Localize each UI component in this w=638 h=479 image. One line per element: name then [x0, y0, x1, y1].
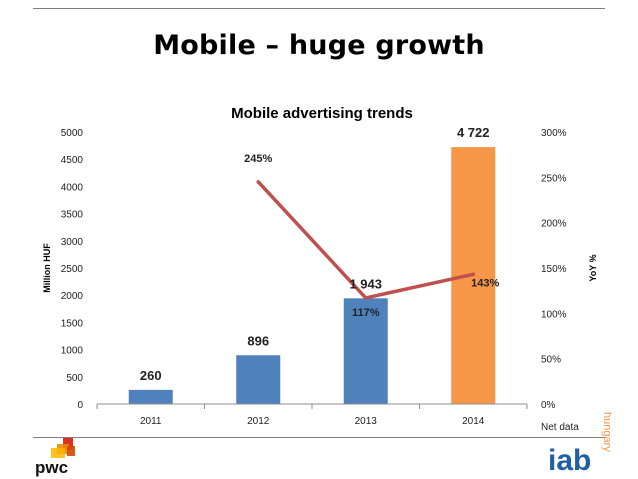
- left-axis-ticks: 0 500 1000 1500 2000 2500 3000 3500 4000 4500 5000: [61, 128, 84, 411]
- right-axis-ticks: 0% 50% 100% 150% 200% 250% 300%: [541, 128, 567, 411]
- y-tick-label: 2000: [61, 291, 84, 302]
- pwc-logo-text: pwc: [35, 458, 68, 477]
- footnote-net-data: Net data: [541, 422, 579, 433]
- y-tick-label: 4500: [61, 155, 84, 166]
- y-tick-label: 1500: [61, 318, 84, 329]
- bar-2013: [343, 298, 388, 404]
- y2-axis-label: YoY %: [588, 254, 598, 281]
- yoy-value-label: 245%: [244, 153, 272, 165]
- x-tick-label: 2012: [247, 416, 270, 427]
- y2-tick-label: 100%: [541, 309, 567, 320]
- y-tick-label: 3000: [61, 237, 84, 248]
- bar-series: [128, 147, 496, 404]
- y2-tick-label: 200%: [541, 219, 567, 230]
- yoy-value-label: 143%: [471, 277, 499, 289]
- iab-hungary-logo: iab hungary: [548, 412, 613, 476]
- y2-tick-label: 300%: [541, 128, 567, 139]
- y-tick-label: 5000: [61, 128, 84, 139]
- bar-value-label: 4 722: [457, 125, 490, 140]
- y-tick-label: 1000: [61, 346, 84, 357]
- bar-value-label: 1 943: [349, 276, 382, 291]
- y-tick-label: 500: [66, 373, 83, 384]
- y-axis-label: Million HUF: [42, 243, 52, 293]
- chart-title: Mobile advertising trends: [231, 105, 413, 122]
- x-axis: 2011 2012 2013 2014: [96, 403, 528, 427]
- yoy-line-series: [256, 180, 476, 300]
- top-rule: [33, 8, 605, 9]
- iab-logo-text: iab: [548, 444, 591, 476]
- yoy-point: [363, 296, 368, 300]
- x-tick-label: 2014: [462, 416, 485, 427]
- x-tick-label: 2011: [140, 416, 162, 427]
- y-tick-label: 2500: [61, 264, 84, 275]
- yoy-point: [471, 272, 476, 277]
- yoy-value-label: 117%: [352, 307, 380, 319]
- y-tick-label: 4000: [61, 182, 84, 193]
- y2-tick-label: 150%: [541, 264, 567, 275]
- data-labels: 260 896 1 943 4 722 245% 117% 143%: [140, 125, 500, 383]
- bar-2011: [128, 389, 173, 404]
- y2-tick-label: 50%: [541, 355, 561, 366]
- bar-value-label: 260: [140, 368, 162, 383]
- bar-2012: [236, 355, 281, 404]
- y-tick-label: 0: [77, 400, 83, 411]
- y2-tick-label: 0%: [541, 400, 556, 411]
- y-tick-label: 3500: [61, 210, 84, 221]
- bar-value-label: 896: [247, 333, 269, 348]
- yoy-point: [256, 180, 261, 184]
- slide-title: Mobile – huge growth: [153, 30, 485, 61]
- bottom-rule: [33, 437, 605, 438]
- x-tick-label: 2013: [355, 416, 378, 427]
- y2-tick-label: 250%: [541, 173, 567, 184]
- iab-hungary-text: hungary: [601, 412, 613, 452]
- pwc-logo: pwc: [35, 438, 75, 477]
